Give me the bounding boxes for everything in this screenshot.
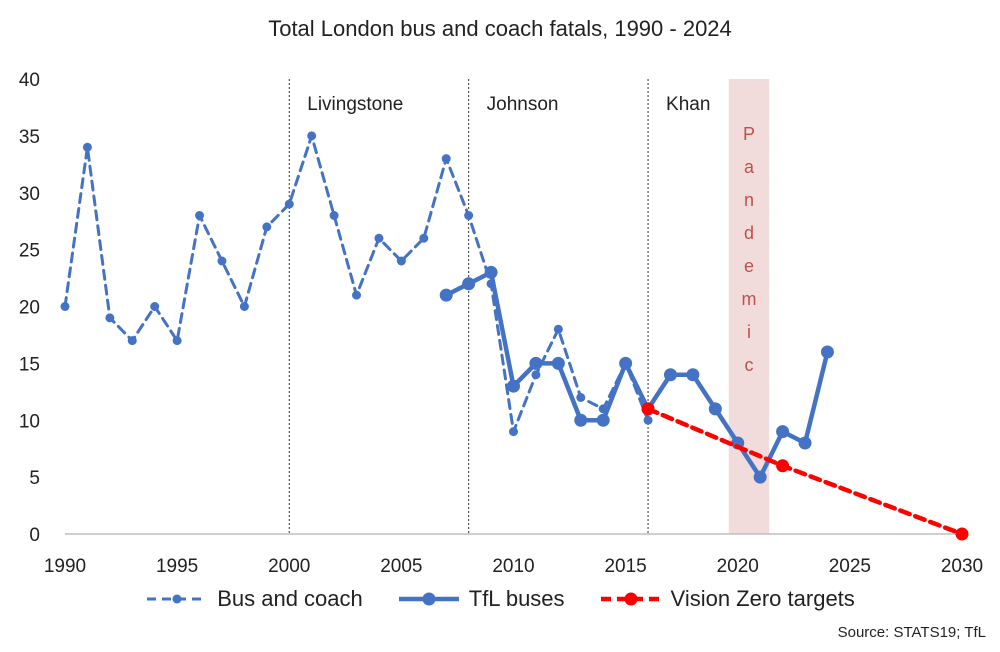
pandemic-label-letter: m: [741, 289, 756, 309]
data-point-bus-and-coach: [464, 211, 474, 220]
data-point-tfl-buses: [462, 277, 476, 291]
data-point-bus-and-coach: [553, 324, 563, 334]
legend-item-tfl-buses: TfL buses: [397, 586, 565, 612]
y-tick-label: 20: [19, 298, 40, 319]
series-tfl-buses: [439, 265, 834, 484]
x-tick-label: 2005: [380, 556, 422, 577]
legend-item-vision-zero: Vision Zero targets: [599, 586, 855, 612]
pandemic-label-letter: i: [747, 322, 751, 342]
data-point-tfl-buses: [596, 413, 610, 427]
data-point-tfl-buses: [776, 425, 790, 439]
data-point-tfl-buses: [798, 436, 812, 450]
legend-item-bus-and-coach: Bus and coach: [145, 586, 363, 612]
data-point-bus-and-coach: [150, 302, 160, 311]
x-tick-label: 2020: [717, 556, 759, 577]
era-label-johnson: Johnson: [487, 94, 559, 115]
y-tick-label: 15: [19, 354, 40, 375]
data-point-tfl-buses: [439, 288, 453, 302]
legend-label-tfl-buses: TfL buses: [468, 586, 565, 611]
series-vision-zero-targets: [641, 402, 969, 541]
data-point-bus-and-coach: [576, 393, 586, 402]
data-point-bus-and-coach: [105, 313, 115, 323]
data-point-tfl-buses: [686, 368, 700, 382]
x-tick-label: 2010: [492, 556, 534, 577]
data-point-vision-zero-targets: [955, 527, 969, 541]
data-point-tfl-buses: [753, 470, 767, 484]
x-tick-label: 2030: [941, 556, 983, 577]
series-bus-and-coach: [60, 131, 653, 437]
series-line-tfl-buses: [443, 270, 830, 480]
chart-title: Total London bus and coach fatals, 1990 …: [268, 16, 732, 41]
data-point-bus-and-coach: [419, 233, 429, 243]
data-point-bus-and-coach: [643, 415, 653, 425]
data-point-bus-and-coach: [195, 211, 205, 220]
data-point-tfl-buses: [708, 402, 722, 416]
pandemic-label-letter: P: [743, 124, 755, 144]
data-point-tfl-buses: [507, 379, 520, 393]
legend-label-bus-and-coach: Bus and coach: [217, 586, 363, 611]
data-point-bus-and-coach: [262, 222, 272, 232]
data-point-tfl-buses: [619, 356, 633, 370]
y-tick-label: 30: [19, 184, 40, 205]
data-point-bus-and-coach: [172, 336, 182, 346]
data-point-bus-and-coach: [396, 256, 406, 266]
era-label-khan: Khan: [666, 94, 710, 115]
y-tick-label: 35: [19, 127, 40, 148]
annotation-layer: Livingstone Johnson Khan: [307, 94, 710, 115]
pandemic-label-letter: e: [744, 256, 754, 276]
series-line-vision-zero-targets: [645, 406, 965, 537]
data-point-bus-and-coach: [82, 142, 92, 152]
data-point-bus-and-coach: [509, 427, 518, 437]
series-layer: [60, 131, 969, 541]
data-point-tfl-buses: [663, 368, 677, 382]
data-point-bus-and-coach: [531, 370, 541, 380]
data-point-bus-and-coach: [284, 199, 294, 209]
x-tick-label: 2025: [829, 556, 871, 577]
data-point-bus-and-coach: [329, 211, 339, 220]
data-point-bus-and-coach: [441, 154, 451, 164]
y-tick-label: 0: [29, 525, 40, 546]
data-point-bus-and-coach: [127, 336, 137, 346]
source-note: Source: STATS19; TfL: [837, 624, 986, 641]
data-point-vision-zero-targets: [776, 459, 790, 473]
data-point-bus-and-coach: [239, 302, 249, 311]
data-point-tfl-buses: [574, 413, 588, 427]
x-tick-label: 2015: [604, 556, 646, 577]
y-tick-label: 5: [29, 468, 40, 489]
legend-swatch-bus-and-coach: [147, 594, 208, 604]
data-point-bus-and-coach: [374, 233, 384, 243]
legend-label-vision-zero: Vision Zero targets: [670, 586, 855, 611]
pandemic-label-letter: a: [744, 157, 755, 177]
y-tick-label: 10: [19, 411, 40, 432]
pandemic-label-letter: n: [744, 190, 754, 210]
x-tick-label: 2000: [268, 556, 310, 577]
data-point-bus-and-coach: [217, 256, 227, 266]
y-tick-label: 25: [19, 241, 40, 262]
data-point-bus-and-coach: [307, 131, 317, 141]
y-tick-label: 40: [19, 70, 40, 91]
legend-swatch-vision-zero: [600, 592, 661, 606]
data-point-vision-zero-targets: [641, 402, 655, 416]
pandemic-label-letter: c: [744, 355, 753, 375]
x-tick-label: 1990: [44, 556, 86, 577]
data-point-bus-and-coach: [352, 290, 362, 300]
era-label-livingstone: Livingstone: [307, 94, 403, 115]
era-divider-layer: [288, 79, 649, 534]
legend-swatch-tfl-buses: [398, 592, 459, 606]
data-point-tfl-buses: [820, 345, 834, 359]
data-point-bus-and-coach: [60, 302, 70, 311]
data-point-tfl-buses: [484, 265, 498, 279]
data-point-tfl-buses: [551, 356, 565, 370]
series-line-bus-and-coach: [63, 134, 650, 434]
legend: Bus and coach TfL buses Vision Zero targ…: [0, 586, 1000, 612]
data-point-tfl-buses: [529, 356, 543, 370]
pandemic-label-letter: d: [744, 223, 754, 243]
x-tick-label: 1995: [156, 556, 198, 577]
